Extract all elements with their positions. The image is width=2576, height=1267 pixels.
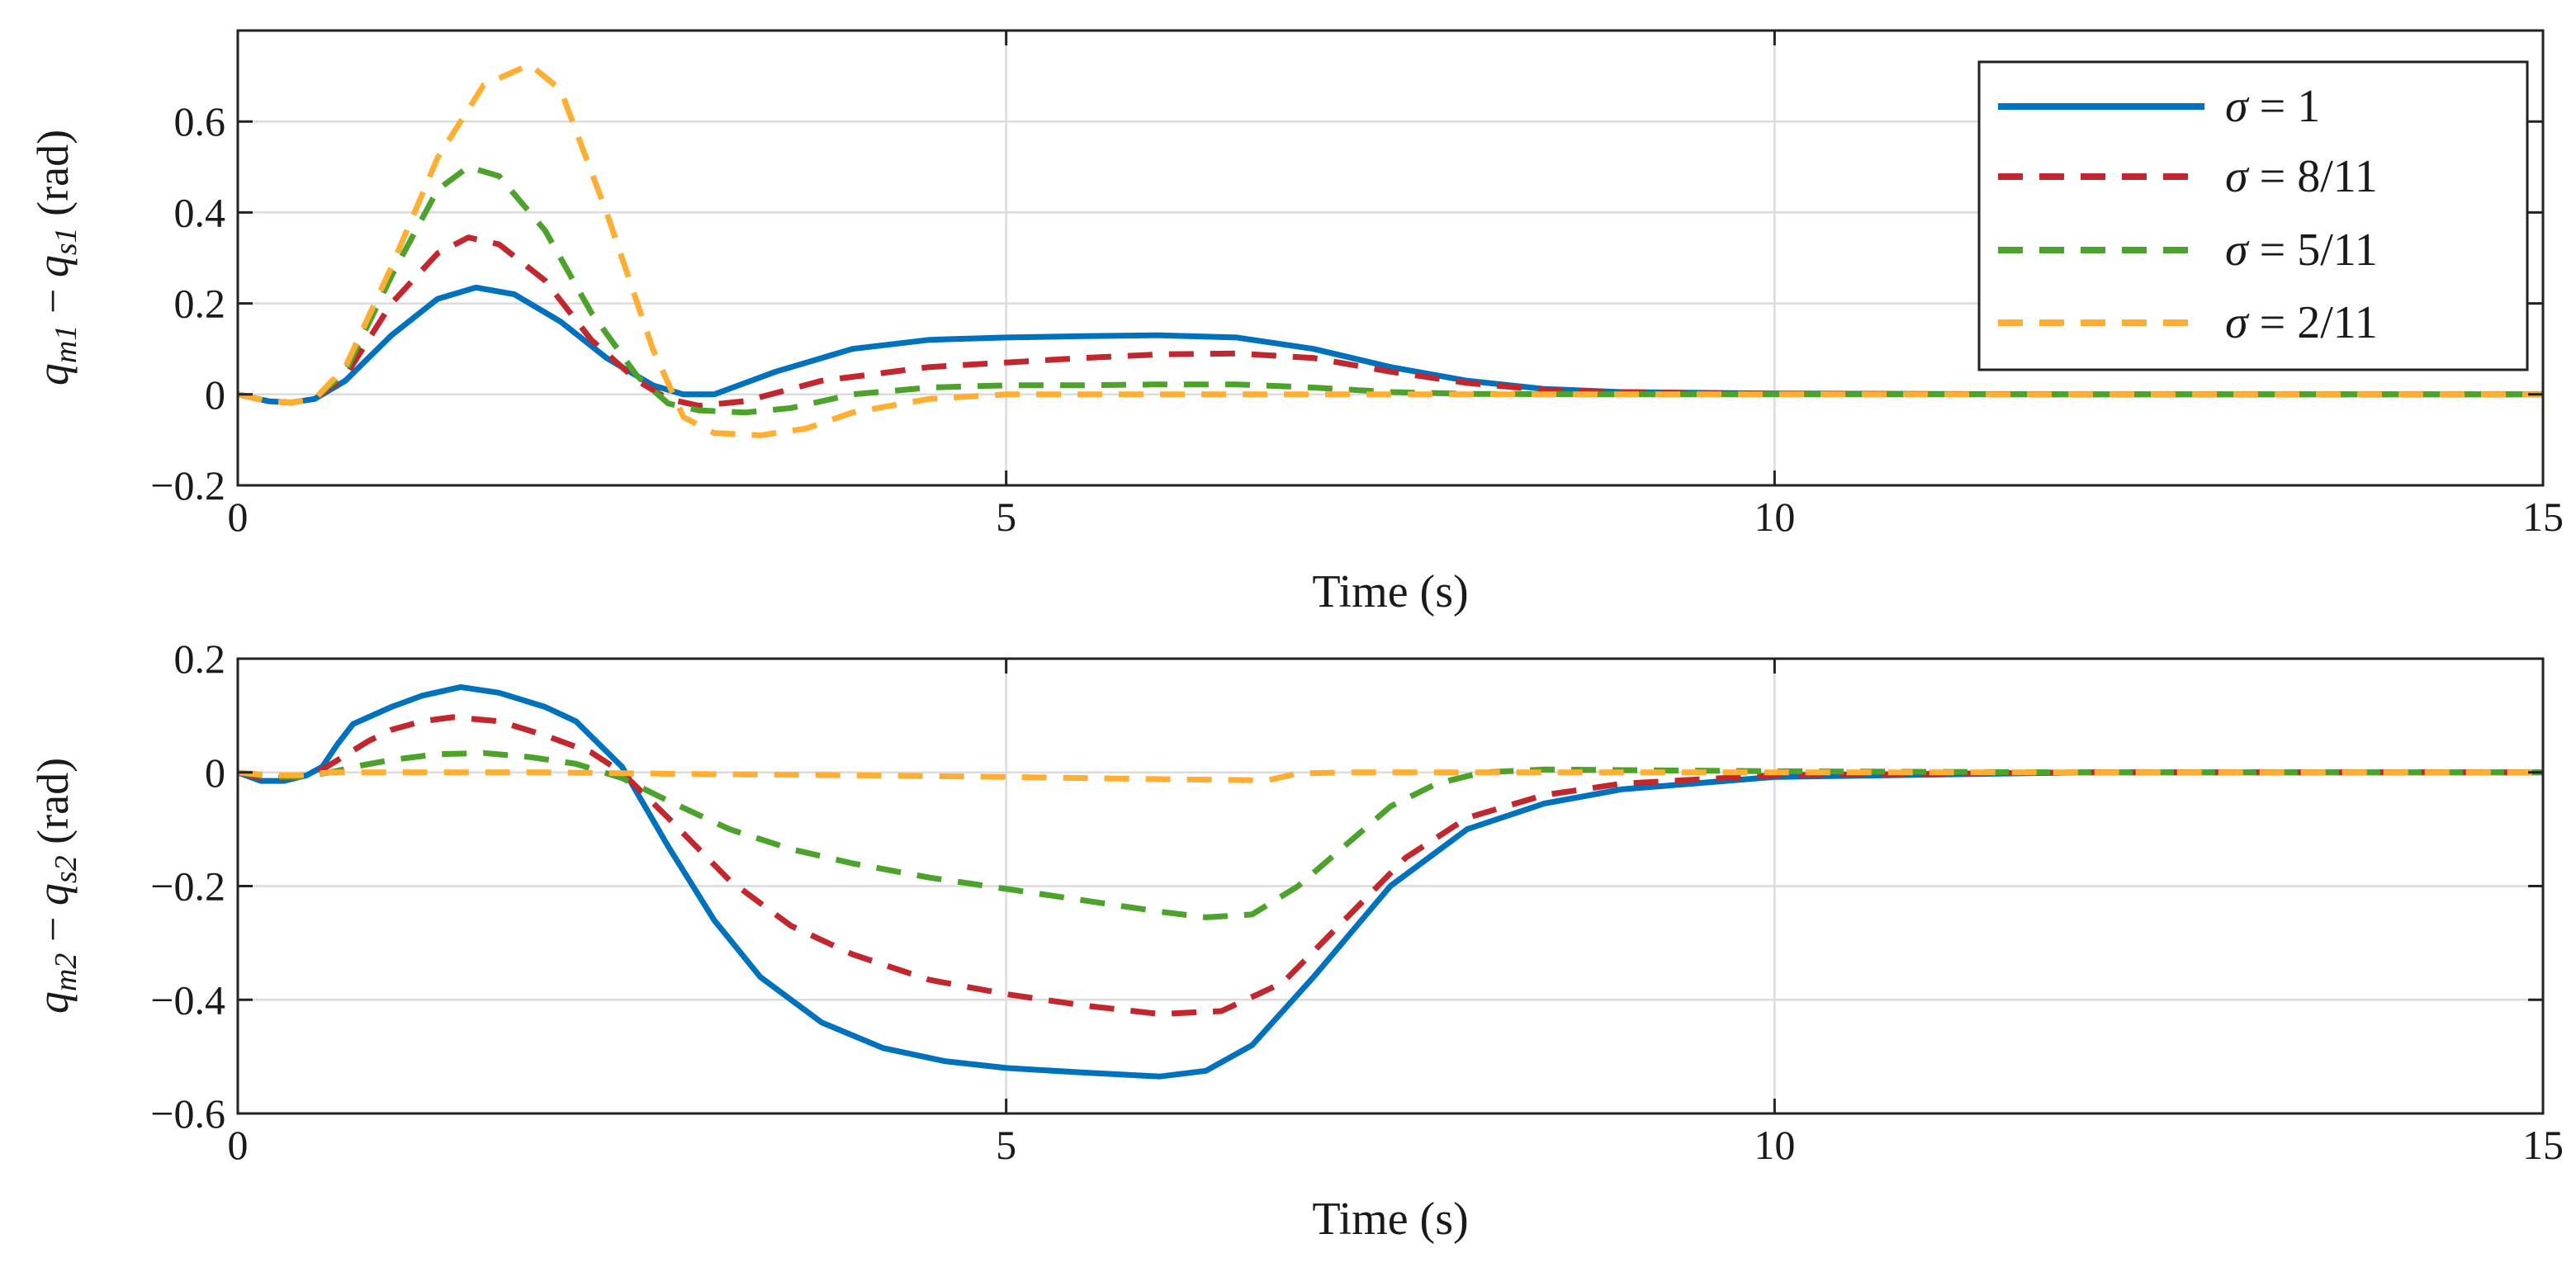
y-axis-label-top: qm1 − qs1 (rad) [28,130,83,385]
subplot-top: 0 5 10 15−0.200.20.40.6 Time (s) qm1 − qs1 … [28,29,2564,617]
x-tick-label-bottom-2: 10 [1754,1122,1795,1168]
y-axis-label-bottom: qm2 − qs2 (rad) [28,758,83,1014]
x-tick-label-bottom-0: 0 [228,1122,249,1168]
y-tick-label-bottom-2: −0.2 [150,863,225,910]
series-line-top-sigma-8-11 [237,234,2543,409]
y-label-bottom-base1: q [28,991,78,1014]
y-label-top-base1: q [28,363,78,385]
y-tick-label-bottom-0: −0.6 [150,1090,225,1137]
legend-rest-1: = 8/11 [2248,151,2378,202]
x-axis-label-bottom: Time (s) [1312,1194,1468,1245]
x-tick-label-bottom-1: 5 [996,1122,1016,1168]
subplot-bottom: 0 5 10 15−0.6−0.4−0.200.2 Time (s) qm2 − qs… [28,636,2564,1245]
legend-box [1977,60,2529,371]
legend-sym-2: σ [2225,225,2250,276]
legend-sym-3: σ [2225,297,2250,348]
y-tick-label-top-4: 0.6 [174,98,226,144]
legend-rest-3: = 2/11 [2248,297,2378,348]
y-tick-label-bottom-1: −0.4 [150,976,225,1023]
y-label-top-base2: q [28,255,78,277]
series-line-bottom-sigma-8-11 [237,714,2543,1017]
legend: σ = 1 σ = 8/11 σ = 5/11 σ = 2/11 [1977,60,2529,371]
y-label-top-minus: − [28,277,78,324]
series-line-bottom-sigma-1 [236,683,2543,1080]
x-tick-label-top-0: 0 [228,494,249,540]
y-label-top-unit: (rad) [28,130,78,227]
x-tick-label-bottom-3: 15 [2522,1122,2564,1168]
y-tick-label-bottom-4: 0.2 [174,636,226,682]
legend-rest-2: = 5/11 [2248,225,2378,276]
y-label-bottom-sub2: s2 [49,855,83,883]
y-label-top-sub1: m1 [49,325,83,363]
series-line-top-sigma-1 [237,284,2543,406]
ticks-bottom: 0 5 10 15 −0.6 −0.4 −0.2 0 0.2 [150,636,2564,1168]
legend-label-sigma-2-11: σ = 2/11 [2225,297,2378,348]
legend-sym-0: σ [2225,81,2250,132]
legend-rest-0: = 1 [2248,81,2321,132]
series-group-top [237,61,2543,438]
y-tick-label-bottom-3: 0 [205,749,225,796]
legend-label-sigma-8-11: σ = 8/11 [2225,151,2378,202]
y-label-top-sub2: s1 [49,227,83,255]
x-axis-label-top: Time (s) [1312,566,1468,617]
y-label-bottom-unit: (rad) [28,758,78,855]
y-tick-label-top-3: 0.4 [174,189,226,235]
ticks-top: 0 5 10 15−0.200.20.40.6 [150,31,2564,540]
legend-label-sigma-5-11: σ = 5/11 [2225,225,2378,276]
y-tick-label-top-1: 0 [205,371,225,418]
y-label-bottom-sub1: m2 [49,953,83,991]
series-line-bottom-sigma-2-11 [237,769,2543,783]
y-tick-label-top-2: 0.2 [174,281,226,327]
series-line-top-sigma-2-11 [237,61,2543,438]
legend-label-sigma-1: σ = 1 [2225,81,2320,132]
y-tick-label-top-0: −0.2 [150,462,225,508]
series-line-bottom-sigma-5-11 [237,749,2543,920]
plot-frame-top [236,29,2545,487]
y-label-bottom-minus: − [28,905,78,953]
x-tick-label-top-2: 10 [1754,494,1795,540]
x-tick-label-top-3: 15 [2522,494,2564,540]
series-group-bottom [236,683,2543,1080]
x-tick-label-top-1: 5 [996,494,1016,540]
legend-sym-1: σ [2225,151,2250,202]
y-label-bottom-base2: q [28,883,78,905]
